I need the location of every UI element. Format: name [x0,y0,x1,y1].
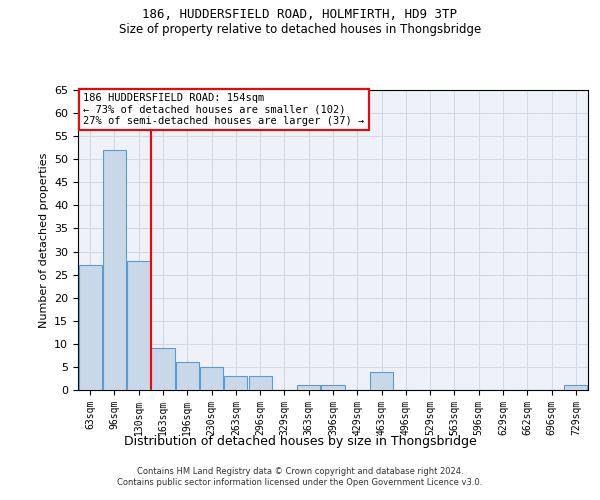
Text: Size of property relative to detached houses in Thongsbridge: Size of property relative to detached ho… [119,22,481,36]
Bar [151,348,175,390]
Bar [127,261,150,390]
Text: Contains HM Land Registry data © Crown copyright and database right 2024.
Contai: Contains HM Land Registry data © Crown c… [118,468,482,487]
Bar [79,266,101,390]
Bar [103,150,126,390]
Text: Distribution of detached houses by size in Thongsbridge: Distribution of detached houses by size … [124,435,476,448]
Bar [176,362,199,390]
Bar [224,376,247,390]
Bar [370,372,393,390]
Bar [565,386,587,390]
Y-axis label: Number of detached properties: Number of detached properties [38,152,49,328]
Text: 186, HUDDERSFIELD ROAD, HOLMFIRTH, HD9 3TP: 186, HUDDERSFIELD ROAD, HOLMFIRTH, HD9 3… [143,8,458,20]
Bar [322,386,344,390]
Bar [297,386,320,390]
Bar [248,376,272,390]
Text: 186 HUDDERSFIELD ROAD: 154sqm
← 73% of detached houses are smaller (102)
27% of : 186 HUDDERSFIELD ROAD: 154sqm ← 73% of d… [83,93,364,126]
Bar [200,367,223,390]
